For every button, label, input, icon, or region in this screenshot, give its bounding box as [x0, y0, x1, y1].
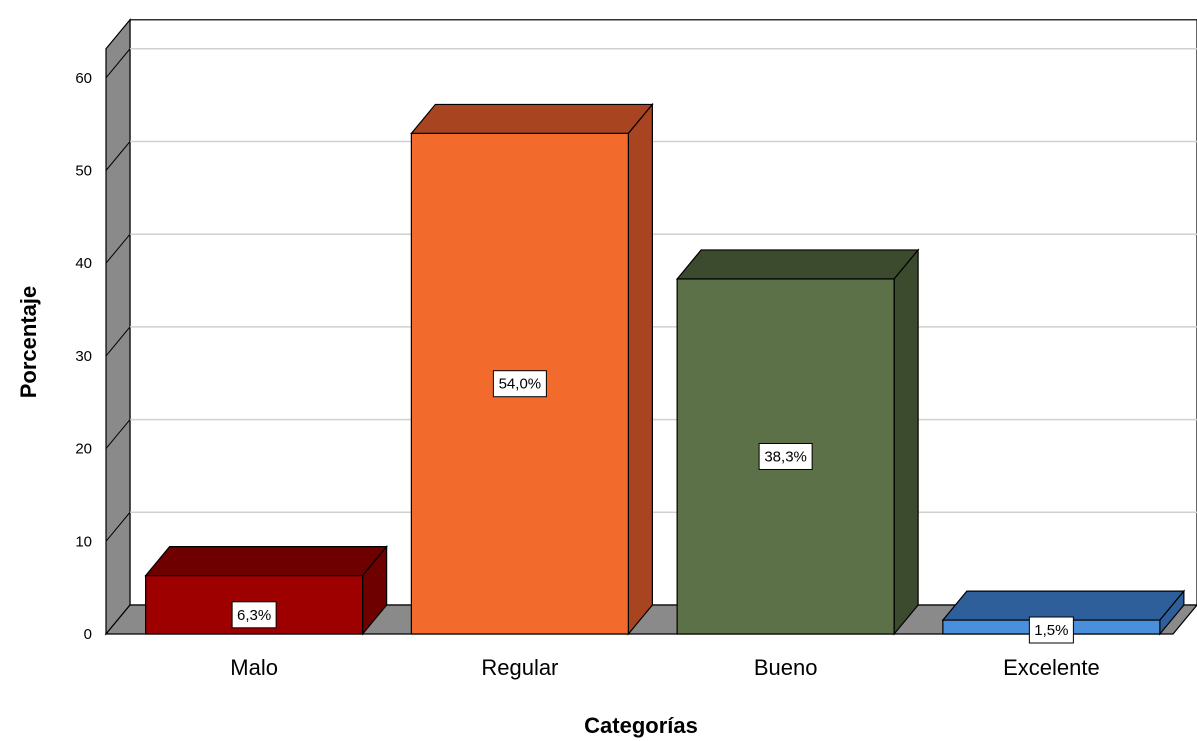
- x-tick-label: Excelente: [1003, 655, 1100, 680]
- y-tick-label: 10: [75, 533, 92, 550]
- bar-side-face: [893, 248, 919, 636]
- data-label-box: [758, 442, 813, 470]
- y-tick-label: 20: [75, 441, 92, 458]
- x-tick-label: Regular: [481, 655, 558, 680]
- y-tick-label: 60: [75, 70, 92, 87]
- data-label: 38,3%: [764, 448, 807, 465]
- y-tick-label: 40: [75, 255, 92, 272]
- bar-regular: 54,0%: [410, 102, 654, 636]
- bar-top-face: [675, 249, 920, 280]
- bar-excelente: 1,5%: [941, 589, 1186, 644]
- bar-top-face: [941, 590, 1186, 621]
- bar-side-face: [627, 102, 653, 636]
- bar-top-face: [144, 545, 388, 577]
- x-tick-label: Bueno: [754, 655, 818, 680]
- gridlines: [105, 48, 1197, 542]
- data-label-box: [231, 601, 277, 629]
- bar-malo: 6,3%: [144, 544, 388, 636]
- chart-walls: [104, 18, 1197, 636]
- y-tick-label: 30: [75, 348, 92, 365]
- data-label: 6,3%: [237, 607, 271, 624]
- data-label-box: [492, 370, 547, 398]
- gridline-depth: [105, 419, 131, 449]
- gridline-depth: [105, 233, 131, 264]
- back-wall: [129, 19, 1197, 606]
- gridline-depth: [105, 141, 131, 171]
- data-label: 54,0%: [499, 376, 542, 393]
- bar-bueno: 38,3%: [675, 248, 920, 636]
- x-axis-title: Categorías: [584, 713, 698, 738]
- gridline-depth: [105, 48, 131, 79]
- bar-top-face: [410, 103, 654, 135]
- x-axis-ticks: Malo Regular Bueno Excelente: [230, 655, 1099, 680]
- y-axis-title: Porcentaje: [16, 286, 41, 399]
- gridline-depth: [105, 511, 131, 542]
- gridline-depth: [105, 326, 131, 357]
- y-tick-label: 50: [75, 163, 92, 180]
- data-label-box: [1028, 616, 1074, 644]
- bars: 6,3% 54,0% 38,3% 1,5%: [144, 102, 1186, 644]
- data-label: 1,5%: [1034, 622, 1068, 639]
- left-wall: [105, 18, 131, 636]
- y-tick-label: 0: [84, 626, 92, 643]
- x-tick-label: Malo: [230, 655, 278, 680]
- y-axis-ticks: 0 10 20 30 40 50 60: [75, 70, 92, 643]
